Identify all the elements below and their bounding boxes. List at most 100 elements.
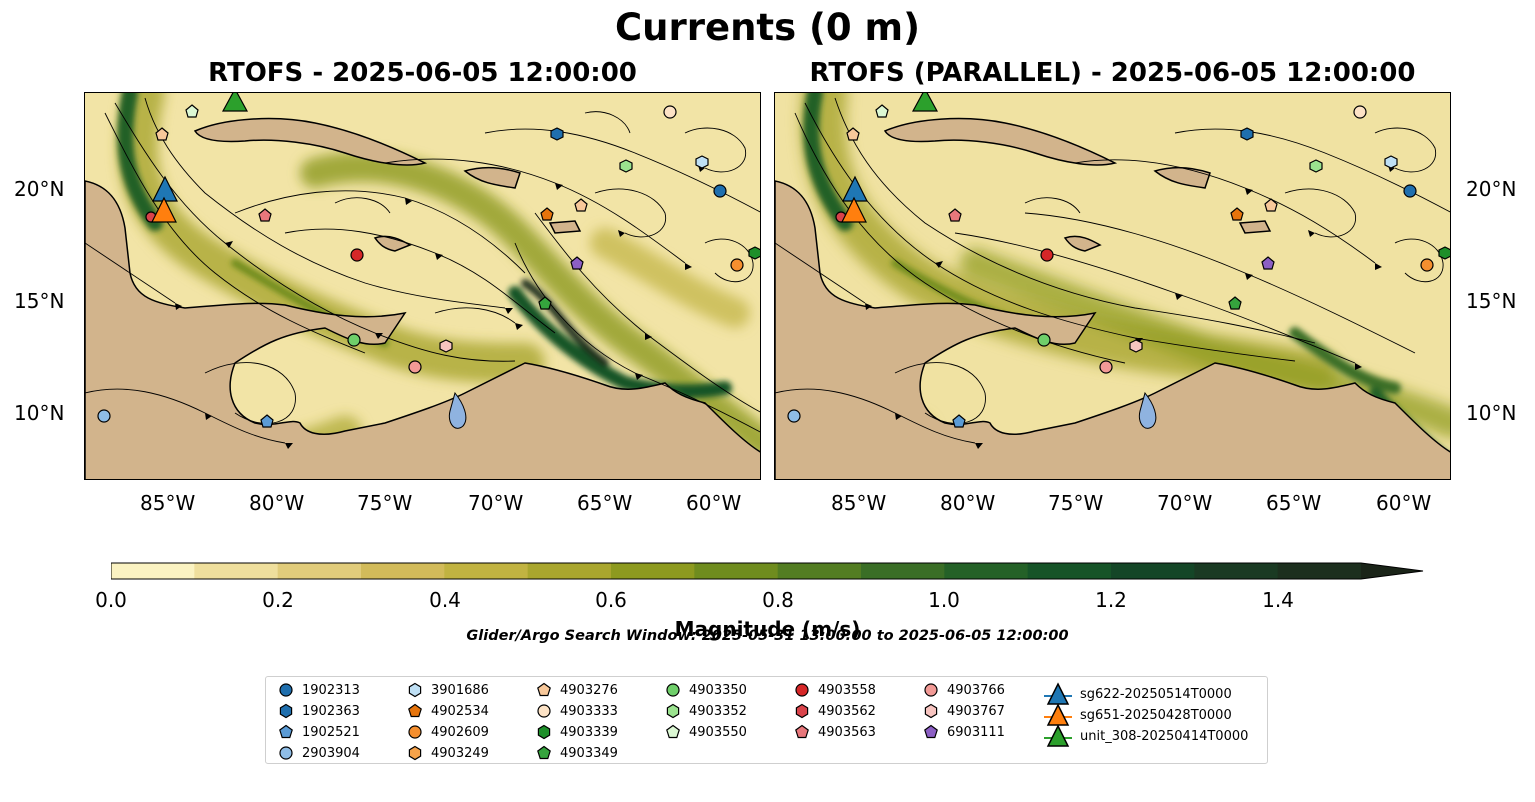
legend-item: 2903904 bbox=[278, 745, 360, 761]
colorbar-tick-5: 1.0 bbox=[928, 588, 960, 612]
left-map-markers bbox=[97, 93, 760, 428]
right-map-markers bbox=[787, 93, 1450, 428]
legend-item: 4903339 bbox=[536, 724, 618, 740]
hexagon-marker-icon bbox=[794, 703, 818, 719]
colorbar-label: Magnitude (m/s) bbox=[674, 617, 861, 641]
colorbar-tick-3: 0.6 bbox=[595, 588, 627, 612]
left-map-panel bbox=[84, 92, 761, 480]
hexagon-marker-icon bbox=[407, 745, 431, 761]
circle-marker-icon bbox=[407, 724, 431, 740]
x-tick-right-75w: 75°W bbox=[1048, 491, 1104, 515]
right-map-panel bbox=[774, 92, 1451, 480]
y-tick-right-20n: 20°N bbox=[1466, 177, 1517, 201]
colorbar-segment bbox=[277, 563, 362, 579]
pentagon-marker-icon bbox=[794, 724, 818, 740]
legend-item: 4903350 bbox=[665, 682, 747, 698]
x-tick-left-85w: 85°W bbox=[140, 491, 196, 515]
y-tick-left-20n: 20°N bbox=[14, 177, 65, 201]
colorbar-tick-7: 1.4 bbox=[1262, 588, 1294, 612]
x-tick-left-60w: 60°W bbox=[686, 491, 742, 515]
legend-item: 3901686 bbox=[407, 682, 489, 698]
colorbar-segment bbox=[444, 563, 529, 579]
legend-item: 4903766 bbox=[923, 682, 1005, 698]
legend-label: 2903904 bbox=[302, 745, 360, 761]
legend-label: sg651-20250428T0000 bbox=[1080, 707, 1232, 723]
circle-marker-icon bbox=[923, 682, 947, 698]
legend-label: 4903562 bbox=[818, 703, 876, 719]
legend-item: 4903333 bbox=[536, 703, 618, 719]
pentagon-marker-icon bbox=[278, 724, 302, 740]
colorbar-tick-1: 0.2 bbox=[262, 588, 294, 612]
circle-marker-icon bbox=[536, 703, 560, 719]
legend-label: 4903339 bbox=[560, 724, 618, 740]
circle-marker-icon bbox=[278, 682, 302, 698]
colorbar-segment bbox=[861, 563, 945, 579]
triangle-marker-icon bbox=[1044, 724, 1080, 748]
circle-marker-icon bbox=[794, 682, 818, 698]
legend-label: 4903249 bbox=[431, 745, 489, 761]
hexagon-marker-icon bbox=[278, 703, 302, 719]
colorbar-tick-2: 0.4 bbox=[429, 588, 461, 612]
legend-label: 4903767 bbox=[947, 703, 1005, 719]
legend-label: 3901686 bbox=[431, 682, 489, 698]
legend-label: 4903550 bbox=[689, 724, 747, 740]
legend-item: unit_308-20250414T0000 bbox=[1044, 724, 1248, 748]
legend-item: 6903111 bbox=[923, 724, 1005, 740]
legend-item: 1902313 bbox=[278, 682, 360, 698]
left-panel-title: RTOFS - 2025-06-05 12:00:00 bbox=[208, 58, 637, 88]
legend-item: 4903767 bbox=[923, 703, 1005, 719]
figure-title: Currents (0 m) bbox=[614, 6, 920, 49]
x-tick-right-70w: 70°W bbox=[1157, 491, 1213, 515]
circle-marker-icon bbox=[278, 745, 302, 761]
colorbar-extend-arrow bbox=[1361, 563, 1423, 579]
x-tick-left-70w: 70°W bbox=[468, 491, 524, 515]
legend-label: 4903276 bbox=[560, 682, 618, 698]
legend-label: sg622-20250514T0000 bbox=[1080, 686, 1232, 702]
legend-item: 4902534 bbox=[407, 703, 489, 719]
land-masses-parallel bbox=[775, 117, 1450, 479]
platform-legend: 1902313 1902363 1902521 2903904 3901686 49025… bbox=[265, 676, 1268, 764]
pentagon-marker-icon bbox=[536, 682, 560, 698]
x-tick-left-80w: 80°W bbox=[249, 491, 305, 515]
x-tick-left-75w: 75°W bbox=[357, 491, 413, 515]
legend-label: 4903563 bbox=[818, 724, 876, 740]
colorbar-outline bbox=[111, 562, 1424, 580]
lake-maracaibo bbox=[448, 391, 467, 429]
pentagon-marker-icon bbox=[407, 703, 431, 719]
colorbar-segment bbox=[361, 563, 445, 579]
x-tick-right-60w: 60°W bbox=[1376, 491, 1432, 515]
legend-item: 4903562 bbox=[794, 703, 876, 719]
legend-label: 4902609 bbox=[431, 724, 489, 740]
colorbar-segment bbox=[1111, 563, 1195, 579]
y-tick-left-15n: 15°N bbox=[14, 289, 65, 313]
legend-label: 4902534 bbox=[431, 703, 489, 719]
y-tick-left-10n: 10°N bbox=[14, 401, 65, 425]
legend-label: 4903350 bbox=[689, 682, 747, 698]
flow-streamlines-parallel bbox=[775, 97, 1450, 444]
colorbar-segment bbox=[694, 563, 779, 579]
hexagon-marker-icon bbox=[923, 703, 947, 719]
legend-item: 4903550 bbox=[665, 724, 747, 740]
hexagon-marker-icon bbox=[407, 682, 431, 698]
colorbar-tick-4: 0.8 bbox=[762, 588, 794, 612]
hexagon-marker-icon bbox=[665, 703, 689, 719]
x-tick-right-85w: 85°W bbox=[831, 491, 887, 515]
colorbar-segment bbox=[111, 563, 195, 579]
x-tick-right-65w: 65°W bbox=[1266, 491, 1322, 515]
legend-label: 1902521 bbox=[302, 724, 360, 740]
legend-item: sg622-20250514T0000 bbox=[1044, 682, 1232, 706]
pentagon-marker-icon bbox=[536, 745, 560, 761]
circle-marker-icon bbox=[665, 682, 689, 698]
colorbar-segment bbox=[1194, 563, 1279, 579]
legend-item: 4903352 bbox=[665, 703, 747, 719]
legend-item: 4903249 bbox=[407, 745, 489, 761]
pentagon-marker-icon bbox=[923, 724, 947, 740]
colorbar-segment bbox=[1027, 563, 1112, 579]
colorbar-segment bbox=[777, 563, 862, 579]
colorbar-tick-0: 0.0 bbox=[95, 588, 127, 612]
legend-label: 1902313 bbox=[302, 682, 360, 698]
legend-item: 4902609 bbox=[407, 724, 489, 740]
legend-label: 1902363 bbox=[302, 703, 360, 719]
colorbar-tick-6: 1.2 bbox=[1095, 588, 1127, 612]
y-tick-right-10n: 10°N bbox=[1466, 401, 1517, 425]
